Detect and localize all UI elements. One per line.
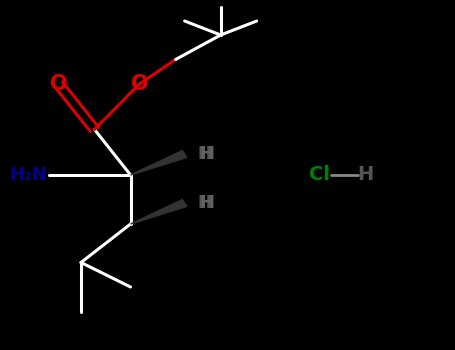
- Text: H₂N: H₂N: [9, 166, 47, 184]
- Text: H: H: [357, 166, 373, 184]
- Polygon shape: [131, 150, 187, 175]
- Text: O: O: [50, 74, 67, 94]
- Text: H: H: [200, 194, 215, 212]
- Text: Cl: Cl: [309, 166, 330, 184]
- Polygon shape: [131, 199, 187, 224]
- Text: H: H: [198, 194, 212, 212]
- Text: H: H: [198, 145, 212, 163]
- Text: O: O: [131, 74, 148, 94]
- Text: H: H: [200, 145, 215, 163]
